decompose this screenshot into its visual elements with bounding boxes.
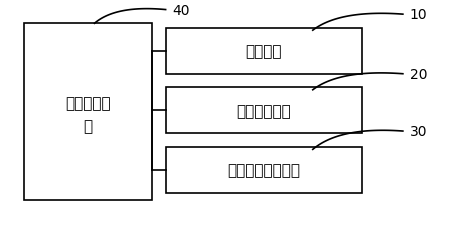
Bar (166, 88, 362, 134)
Text: 压降采集模块: 压降采集模块 (236, 103, 291, 119)
Text: 块: 块 (84, 118, 93, 133)
Text: 10: 10 (410, 8, 427, 22)
Text: 20: 20 (410, 67, 427, 81)
Text: 负载电压检测模块: 负载电压检测模块 (227, 163, 300, 178)
Text: 处理计算模: 处理计算模 (65, 95, 111, 110)
Bar (166, 147, 362, 193)
Bar (166, 29, 362, 74)
Bar (24, 24, 152, 200)
Text: 30: 30 (410, 125, 427, 138)
Text: 40: 40 (173, 3, 190, 18)
Text: 放电模块: 放电模块 (246, 44, 282, 59)
